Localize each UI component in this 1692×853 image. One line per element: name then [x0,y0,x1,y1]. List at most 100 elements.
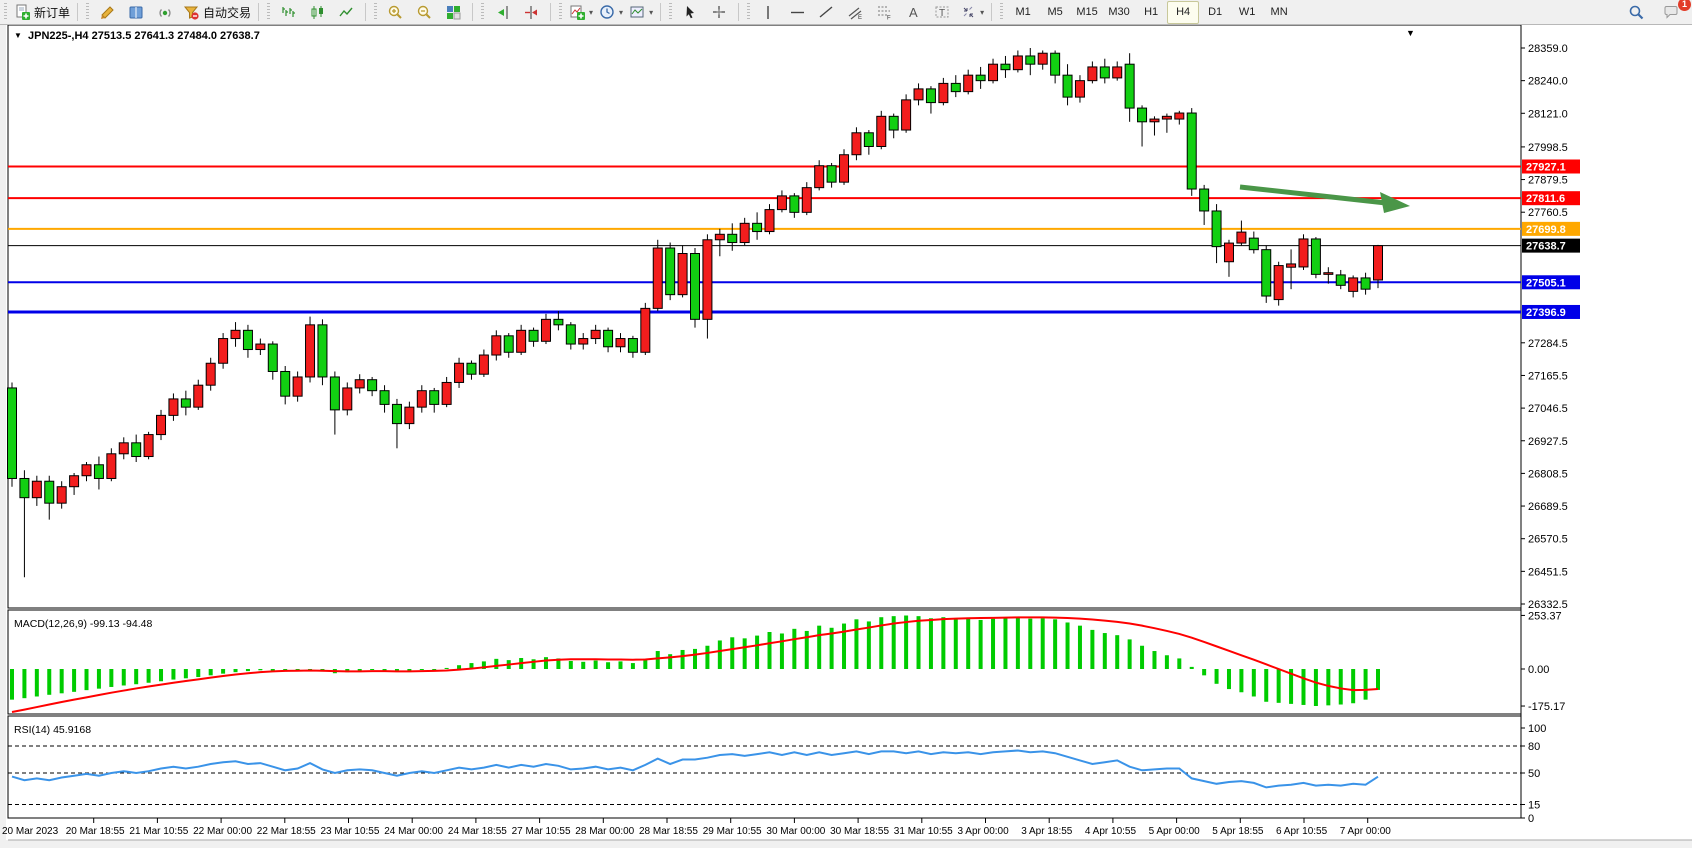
candle-body [801,187,812,213]
chart-shift-button[interactable] [517,1,546,24]
trend-arrow-line[interactable] [1239,184,1387,206]
macd-histogram-bar [22,669,27,699]
candle-body [739,222,750,244]
crosshair-button[interactable] [705,1,734,24]
candle-body [441,381,452,405]
candle-body [255,343,266,351]
macd-histogram-bar [779,633,784,669]
macd-histogram-bar [941,617,946,669]
indicators-button[interactable]: ▾ [566,1,596,24]
label-button[interactable]: T [928,1,957,24]
date-label: 31 Mar 10:55 [894,826,953,837]
macd-histogram-bar [717,640,722,669]
cursor-button[interactable] [676,1,705,24]
candle-body [516,329,527,353]
tf-m5[interactable]: M5 [1047,6,1063,18]
macd-histogram-bar [655,651,660,669]
vline-button[interactable] [754,1,783,24]
price-tick-label: 27284.5 [1528,338,1568,350]
toolbar-grip [667,3,675,21]
candles-icon [309,4,326,21]
macd-histogram-bar [804,630,809,669]
candle-body [1373,245,1383,281]
new-order-button[interactable]: 新订单 [11,1,73,24]
macd-histogram-bar [270,669,275,671]
tf-h1[interactable]: H1 [1144,6,1159,18]
macd-histogram-bar [171,669,176,680]
date-label: 30 Mar 00:00 [766,826,825,837]
candle-body [553,318,564,326]
candle-body [205,362,216,386]
macd-histogram-bar [1363,669,1368,700]
trading-chart[interactable]: ▼ ▼ JPN225-,H4 27513.5 27641.3 27484.0 276… [0,24,1692,848]
search-button[interactable] [1622,1,1651,24]
symbol-title: JPN225-,H4 27513.5 27641.3 27484.0 27638… [28,30,260,42]
tile-windows-button[interactable] [439,1,468,24]
price-line-label: 27396.9 [1526,307,1566,319]
linechart-icon [338,4,355,21]
macd-histogram-bar [1115,635,1120,669]
macd-histogram-bar [481,661,486,669]
macd-histogram-bar [258,669,263,671]
candle-body [1199,188,1210,212]
candle-body [1360,277,1371,290]
macd-histogram-bar [842,623,847,669]
bars-icon [280,4,297,21]
fibo-button[interactable]: F [870,1,899,24]
line-chart-button[interactable] [332,1,361,24]
templates-button[interactable]: ▾ [626,1,656,24]
date-label: 3 Apr 18:55 [1021,826,1073,837]
chat-button[interactable]: 1 [1657,0,1691,24]
candle-body [156,414,167,436]
tf-mn[interactable]: MN [1270,6,1288,18]
toolbar-separator [660,3,662,21]
periods-button[interactable]: ▾ [596,1,626,24]
svg-text:E: E [858,15,862,21]
macd-histogram-bar [1214,669,1219,684]
date-label: 20 Mar 18:55 [66,826,125,837]
text-button[interactable]: A [899,1,928,24]
candle-body [714,233,725,241]
candle-body [143,434,154,458]
candle-body [180,398,191,408]
tf-d1[interactable]: D1 [1208,6,1223,18]
macd-histogram-bar [494,658,499,669]
candle-body [1211,210,1222,248]
chat-icon [1663,4,1680,21]
toolbar-separator [258,3,260,21]
date-label: 5 Apr 18:55 [1212,826,1264,837]
arrows-button[interactable]: ▾ [957,1,987,24]
price-tick-label: 27879.5 [1528,175,1568,187]
candle-body [1025,55,1036,65]
channel-button[interactable]: E [841,1,870,24]
signals-button[interactable] [151,1,180,24]
tf-m15[interactable]: M15 [1076,6,1098,18]
candle-body [1074,80,1085,98]
macd-histogram-bar [233,669,238,673]
channel-icon: E [847,4,864,21]
trendline-button[interactable] [812,1,841,24]
zoom-in-button[interactable] [381,1,410,24]
styles-button[interactable] [93,1,122,24]
macd-histogram-bar [866,621,871,669]
macd-histogram-bar [1015,617,1020,669]
macd-histogram-bar [221,669,226,674]
date-label: 22 Mar 00:00 [193,826,252,837]
candle-chart-button[interactable] [303,1,332,24]
autotrade-button[interactable]: 自动交易 [180,1,254,24]
macd-histogram-bar [245,669,250,672]
tf-h4[interactable]: H4 [1167,0,1200,24]
macd-histogram-bar [879,617,884,669]
tf-m1[interactable]: M1 [1015,6,1031,18]
bar-chart-button[interactable] [274,1,303,24]
profiles-button[interactable] [122,1,151,24]
hline-button[interactable] [783,1,812,24]
auto-scroll-button[interactable] [488,1,517,24]
rsi-tick-label: 0 [1528,813,1534,825]
tf-w1[interactable]: W1 [1238,6,1256,18]
candle-body [391,403,402,425]
page-plus-icon [14,4,31,21]
tf-m30[interactable]: M30 [1108,6,1130,18]
zoom-out-button[interactable] [410,1,439,24]
candle-body [590,329,601,340]
